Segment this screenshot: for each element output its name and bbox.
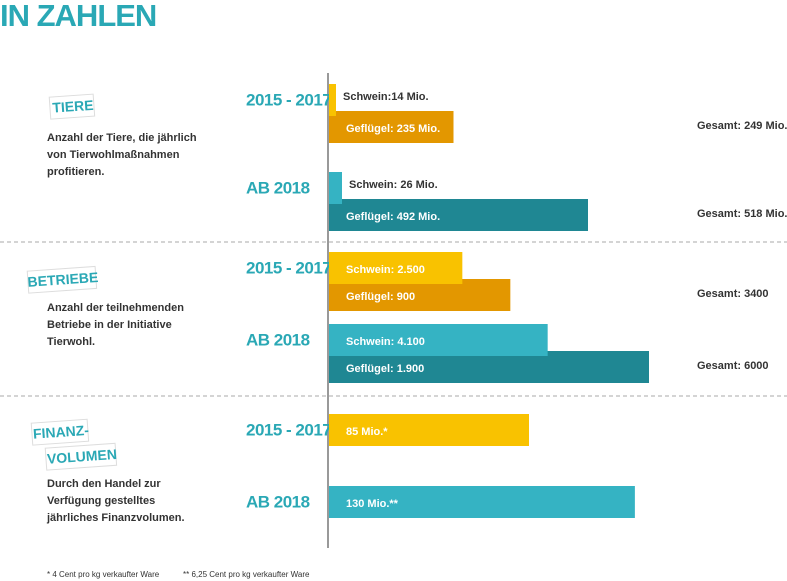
title-box [26, 265, 98, 294]
category-label: 2015 - 2017 [246, 420, 331, 439]
description: Anzahl der teilnehmenden [47, 302, 184, 314]
section-title: TIERE [48, 93, 96, 120]
description: Anzahl der Tiere, die jährlich [47, 132, 197, 144]
section-title-text: BETRIEBE [27, 269, 99, 290]
bar [329, 414, 529, 446]
value-label: Schwein: 4.100 [346, 336, 425, 348]
description: Betriebe in der Initiative [47, 319, 172, 331]
bar [329, 84, 336, 116]
footnote: ** 6,25 Cent pro kg verkaufter Ware [183, 570, 310, 579]
description: Tierwohl. [47, 336, 95, 348]
bar [329, 351, 649, 383]
description: profitieren. [47, 166, 104, 178]
bar [329, 486, 635, 518]
section-title-text: FINANZ- [32, 422, 89, 442]
description: Verfügung gestelltes [47, 495, 155, 507]
total-label: Gesamt: 3400 [697, 288, 769, 300]
category-label: AB 2018 [246, 178, 310, 197]
category-label: AB 2018 [246, 330, 310, 349]
section-title: BETRIEBE [26, 265, 99, 294]
bar [329, 172, 342, 204]
title-box [48, 93, 96, 120]
value-label: Geflügel: 235 Mio. [346, 123, 440, 135]
description: jährliches Finanzvolumen. [46, 512, 185, 524]
value-label: 85 Mio.* [346, 426, 388, 438]
value-label: Schwein: 2.500 [346, 264, 425, 276]
bar [329, 111, 454, 143]
category-label: AB 2018 [246, 492, 310, 511]
bar [329, 324, 548, 356]
total-label: Gesamt: 6000 [697, 360, 769, 372]
section-title-text: TIERE [52, 97, 94, 116]
category-label: 2015 - 2017 [246, 90, 331, 109]
description: von Tierwohlmaßnahmen [47, 149, 180, 161]
bar [329, 199, 588, 231]
value-label: Schwein: 26 Mio. [349, 179, 438, 191]
footnote: * 4 Cent pro kg verkaufter Ware [47, 570, 160, 579]
total-label: Gesamt: 518 Mio. [697, 208, 787, 220]
section-title: FINANZ- [30, 418, 90, 446]
value-label: Geflügel: 492 Mio. [346, 211, 440, 223]
value-label: Geflügel: 900 [346, 291, 415, 303]
title-box [30, 418, 90, 446]
value-label: Schwein:14 Mio. [343, 91, 429, 103]
total-label: Gesamt: 249 Mio. [697, 120, 787, 132]
bar [329, 279, 511, 311]
value-label: 130 Mio.** [346, 498, 399, 510]
description: Durch den Handel zur [47, 478, 161, 490]
page-title: IN ZAHLEN [0, 0, 156, 33]
section-title-text: VOLUMEN [46, 446, 117, 467]
bar [329, 252, 463, 284]
title-box [44, 442, 118, 471]
section-title: VOLUMEN [44, 442, 118, 471]
value-label: Geflügel: 1.900 [346, 363, 424, 375]
category-label: 2015 - 2017 [246, 258, 331, 277]
